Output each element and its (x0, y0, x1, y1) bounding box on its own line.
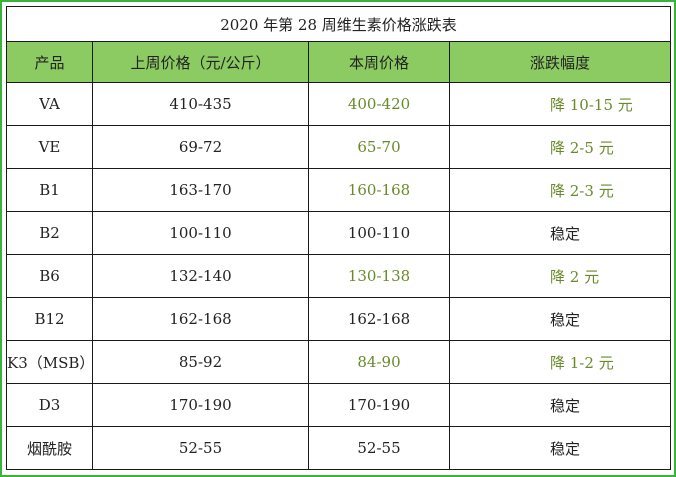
change-cell: 降 2-5 元 (448, 125, 672, 169)
this-week-price-cell: 170-190 (308, 383, 450, 427)
change-cell: 稳定 (448, 383, 672, 427)
change-cell: 稳定 (448, 426, 672, 470)
table-row: 烟酰胺 52-55 52-55 稳定 (6, 426, 672, 470)
table-row: D3 170-190 170-190 稳定 (6, 383, 672, 427)
price-table-container: 2020 年第 28 周维生素价格涨跌表 产品 上周价格（元/公斤） 本周价格 … (5, 6, 672, 471)
change-cell: 稳定 (448, 211, 672, 255)
last-week-price-cell: 132-140 (92, 254, 309, 298)
this-week-price-cell: 130-138 (308, 254, 450, 298)
table-body: VA 410-435 400-420 降 10-15 元 VE 69-72 65-70 降 2… (6, 82, 672, 470)
table-title: 2020 年第 28 周维生素价格涨跌表 (5, 6, 672, 42)
last-week-price-cell: 163-170 (92, 168, 309, 212)
product-cell: B12 (6, 297, 93, 341)
product-cell: 烟酰胺 (6, 426, 93, 470)
last-week-price-cell: 170-190 (92, 383, 309, 427)
table-row: VA 410-435 400-420 降 10-15 元 (6, 82, 672, 126)
change-cell: 降 2 元 (448, 254, 672, 298)
change-cell: 稳定 (448, 297, 672, 341)
this-week-price-cell: 84-90 (308, 340, 450, 384)
change-cell: 降 2-3 元 (448, 168, 672, 212)
this-week-price-cell: 65-70 (308, 125, 450, 169)
change-cell: 降 10-15 元 (448, 82, 672, 126)
this-week-price-cell: 52-55 (308, 426, 450, 470)
table-row: VE 69-72 65-70 降 2-5 元 (6, 125, 672, 169)
title-row: 2020 年第 28 周维生素价格涨跌表 (5, 6, 672, 42)
last-week-price-cell: 69-72 (92, 125, 309, 169)
product-cell: B6 (6, 254, 93, 298)
header-this-week-price: 本周价格 (308, 41, 450, 83)
last-week-price-cell: 100-110 (92, 211, 309, 255)
product-cell: B1 (6, 168, 93, 212)
change-cell: 降 1-2 元 (448, 340, 672, 384)
product-cell: VE (6, 125, 93, 169)
table-row: B2 100-110 100-110 稳定 (6, 211, 672, 255)
vitamin-price-table: 2020 年第 28 周维生素价格涨跌表 产品 上周价格（元/公斤） 本周价格 … (5, 6, 672, 470)
product-cell: K3（MSB） (6, 340, 94, 384)
table-row: B1 163-170 160-168 降 2-3 元 (6, 168, 672, 212)
last-week-price-cell: 410-435 (92, 82, 309, 126)
header-change: 涨跌幅度 (448, 41, 672, 83)
header-product: 产品 (6, 41, 93, 83)
table-row: K3（MSB） 85-92 84-90 降 1-2 元 (6, 340, 672, 384)
header-last-week-price: 上周价格（元/公斤） (92, 41, 309, 83)
this-week-price-cell: 160-168 (308, 168, 450, 212)
last-week-price-cell: 85-92 (92, 340, 309, 384)
product-cell: VA (6, 82, 93, 126)
product-cell: D3 (6, 383, 93, 427)
table-row: B12 162-168 162-168 稳定 (6, 297, 672, 341)
table-row: B6 132-140 130-138 降 2 元 (6, 254, 672, 298)
last-week-price-cell: 162-168 (92, 297, 309, 341)
product-cell: B2 (6, 211, 93, 255)
this-week-price-cell: 100-110 (308, 211, 450, 255)
this-week-price-cell: 162-168 (308, 297, 450, 341)
last-week-price-cell: 52-55 (92, 426, 309, 470)
header-row: 产品 上周价格（元/公斤） 本周价格 涨跌幅度 (6, 41, 672, 83)
this-week-price-cell: 400-420 (308, 82, 450, 126)
